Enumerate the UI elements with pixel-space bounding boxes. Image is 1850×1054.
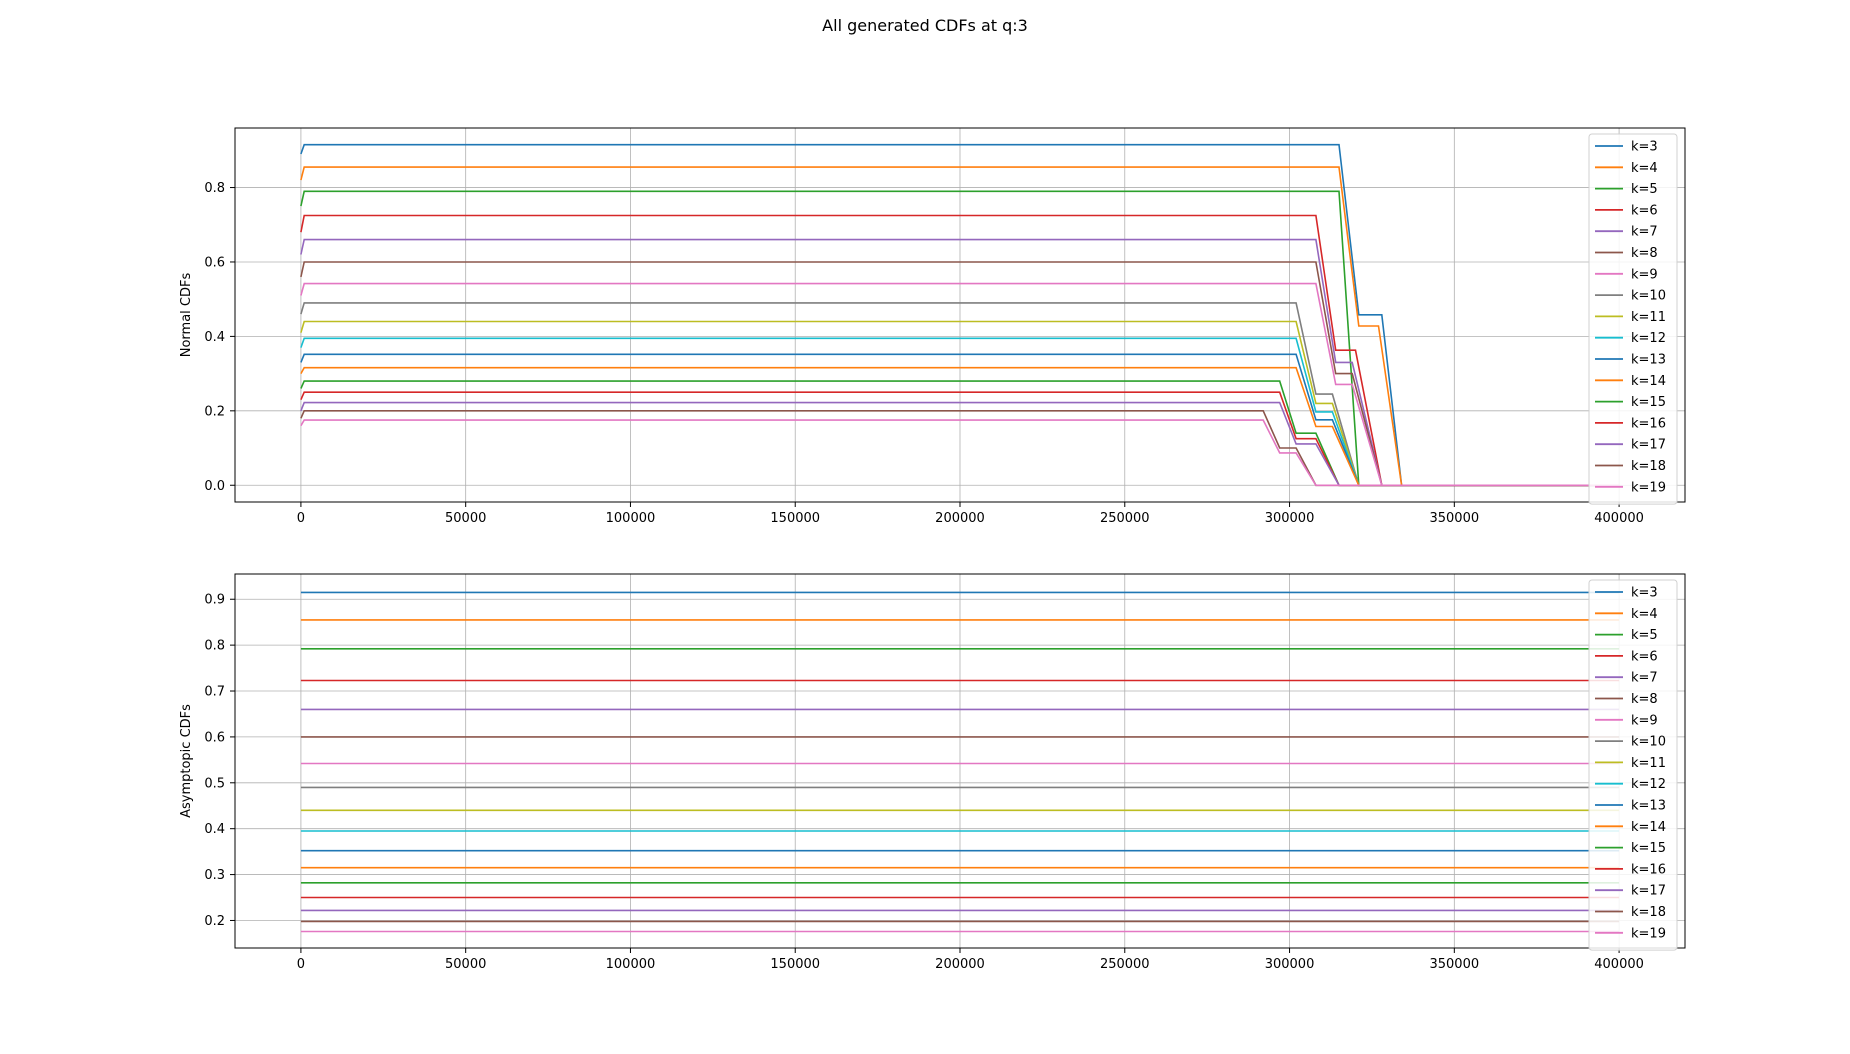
legend-entry-label: k=4 <box>1631 161 1658 176</box>
x-tick-label: 150000 <box>770 511 820 526</box>
legend-entry-label: k=5 <box>1631 182 1658 197</box>
y-tick-label: 0.2 <box>204 404 225 419</box>
legend-entry-label: k=15 <box>1631 395 1666 410</box>
legend-entry-label: k=12 <box>1631 331 1666 346</box>
legend-entry-label: k=19 <box>1631 480 1666 495</box>
legend-entry-label: k=8 <box>1631 692 1658 707</box>
x-tick-label: 0 <box>297 957 305 972</box>
y-tick-label: 0.0 <box>204 479 225 494</box>
x-tick-label: 100000 <box>606 511 656 526</box>
y-tick-label: 0.8 <box>204 181 225 196</box>
x-tick-label: 400000 <box>1594 957 1644 972</box>
x-tick-label: 0 <box>297 511 305 526</box>
legend-entry-label: k=18 <box>1631 905 1666 920</box>
legend-entry-label: k=3 <box>1631 586 1658 601</box>
legend-entry-label: k=17 <box>1631 438 1666 453</box>
legend-entry-label: k=6 <box>1631 203 1658 218</box>
y-axis-label: Asymptopic CDFs <box>179 704 194 818</box>
legend-entry-label: k=9 <box>1631 713 1658 728</box>
legend-entry-label: k=17 <box>1631 884 1666 899</box>
y-tick-label: 0.3 <box>204 868 225 883</box>
legend-entry-label: k=12 <box>1631 777 1666 792</box>
legend-entry-label: k=19 <box>1631 926 1666 941</box>
x-tick-label: 250000 <box>1100 957 1150 972</box>
y-tick-label: 0.5 <box>204 776 225 791</box>
legend-entry-label: k=9 <box>1631 267 1658 282</box>
y-tick-label: 0.7 <box>204 685 225 700</box>
y-tick-label: 0.4 <box>204 822 225 837</box>
legend-box <box>1588 133 1678 505</box>
series-group <box>300 143 1620 487</box>
legend-entry-label: k=10 <box>1631 735 1666 750</box>
y-tick-label: 0.8 <box>204 639 225 654</box>
legend-entry-label: k=16 <box>1631 862 1666 877</box>
y-tick-label: 0.9 <box>204 593 225 608</box>
legend-entry-label: k=7 <box>1631 671 1658 686</box>
y-tick-label: 0.6 <box>204 255 225 270</box>
legend-entry-label: k=18 <box>1631 459 1666 474</box>
x-tick-label: 50000 <box>445 511 486 526</box>
series-line-k=19 <box>300 419 1620 487</box>
x-tick-label: 100000 <box>606 957 656 972</box>
x-tick-label: 200000 <box>935 957 985 972</box>
legend-entry-label: k=14 <box>1631 820 1666 835</box>
legend-entry-label: k=7 <box>1631 225 1658 240</box>
x-tick-label: 50000 <box>445 957 486 972</box>
figure-title: All generated CDFs at q:3 <box>822 16 1028 35</box>
x-tick-label: 150000 <box>770 957 820 972</box>
legend-entry-label: k=4 <box>1631 607 1658 622</box>
y-tick-label: 0.2 <box>204 914 225 929</box>
x-tick-label: 400000 <box>1594 511 1644 526</box>
legend: k=3 k=4 k=5 k=6 k=7 k=8 k=9 k=10 k=11 k=12 k=13 k=1… <box>1588 579 1678 951</box>
legend-box <box>1588 579 1678 951</box>
legend-entry-label: k=8 <box>1631 246 1658 261</box>
legend-entry-label: k=10 <box>1631 289 1666 304</box>
series-group <box>300 591 1620 933</box>
legend-entry-label: k=16 <box>1631 416 1666 431</box>
legend-entry-label: k=13 <box>1631 353 1666 368</box>
subplot-1: 0 50000 100000 150000 200000 250000 300000 3500… <box>179 127 1686 526</box>
legend-entry-label: k=11 <box>1631 756 1666 771</box>
legend-entry-label: k=13 <box>1631 799 1666 814</box>
legend-entry-label: k=14 <box>1631 374 1666 389</box>
x-tick-label: 200000 <box>935 511 985 526</box>
x-tick-label: 250000 <box>1100 511 1150 526</box>
legend-entry-label: k=3 <box>1631 140 1658 155</box>
legend-entry-label: k=5 <box>1631 628 1658 643</box>
x-tick-label: 350000 <box>1429 511 1479 526</box>
x-tick-label: 300000 <box>1265 511 1315 526</box>
x-tick-label: 350000 <box>1429 957 1479 972</box>
legend-entry-label: k=11 <box>1631 310 1666 325</box>
subplot-2: 0 50000 100000 150000 200000 250000 300000 3500… <box>179 573 1686 972</box>
y-tick-label: 0.4 <box>204 330 225 345</box>
y-tick-label: 0.6 <box>204 730 225 745</box>
legend-entry-label: k=15 <box>1631 841 1666 856</box>
x-tick-label: 300000 <box>1265 957 1315 972</box>
legend: k=3 k=4 k=5 k=6 k=7 k=8 k=9 k=10 k=11 k=12 k=13 k=1… <box>1588 133 1678 505</box>
legend-entry-label: k=6 <box>1631 649 1658 664</box>
y-axis-label: Normal CDFs <box>179 273 194 358</box>
